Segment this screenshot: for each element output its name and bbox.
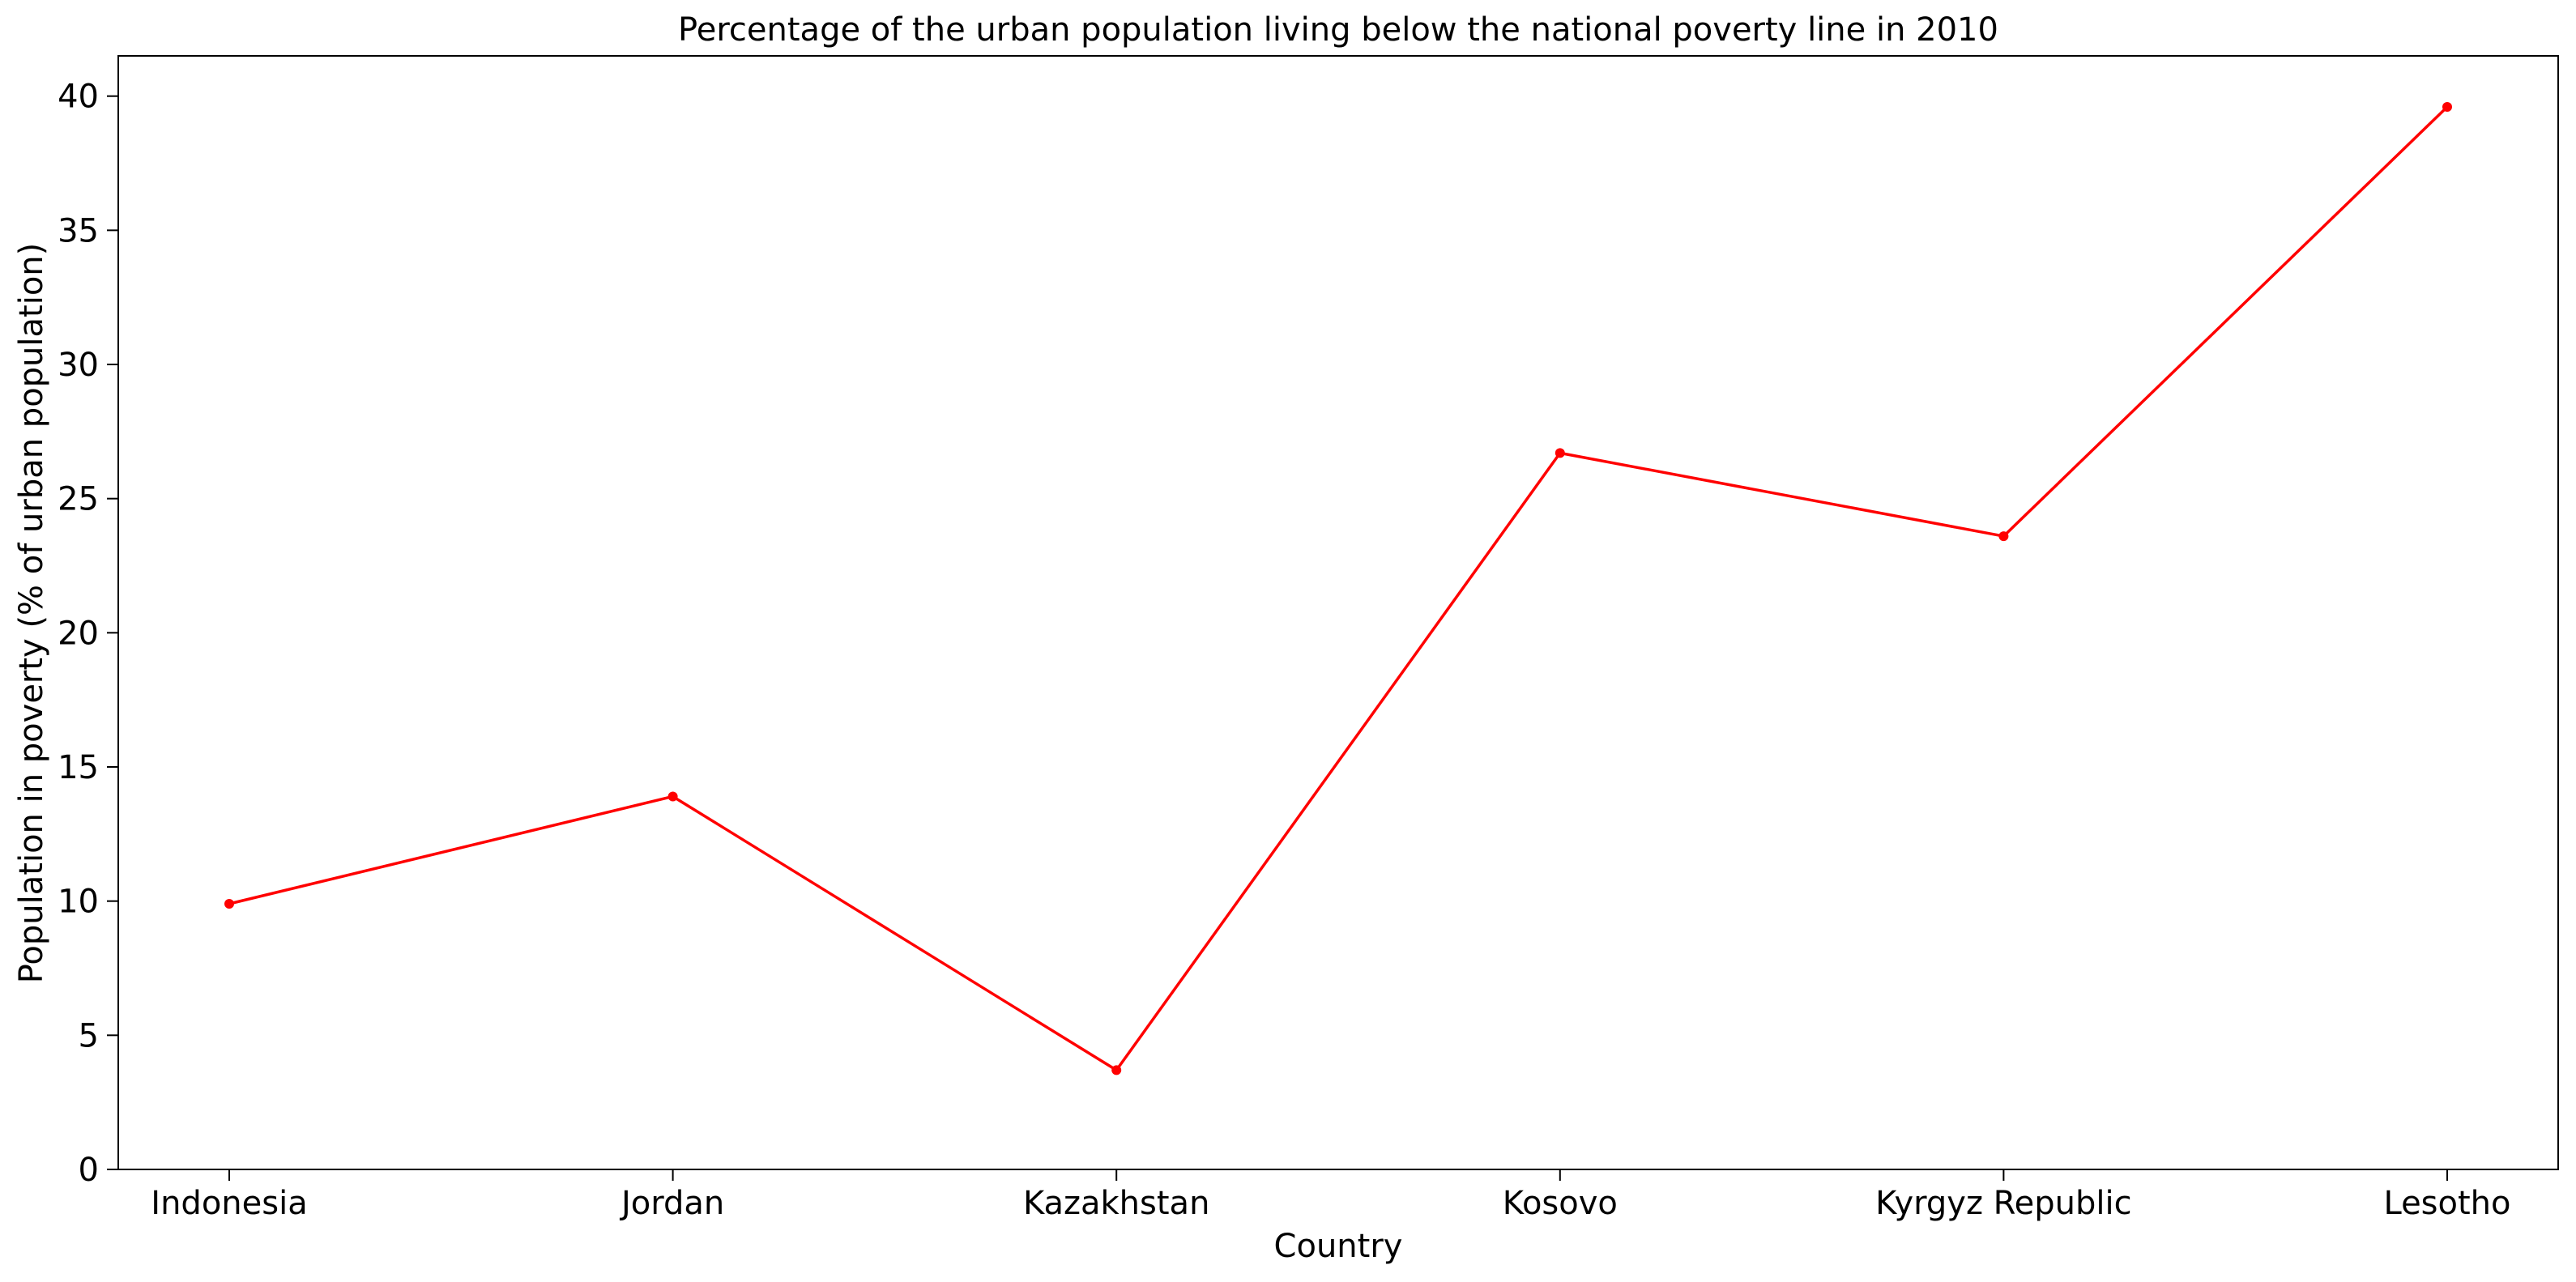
y-tick-label: 5: [79, 1017, 99, 1054]
y-tick-label: 10: [58, 884, 99, 921]
x-tick-label: Kazakhstan: [1023, 1185, 1209, 1222]
y-tick-label: 25: [58, 481, 99, 518]
y-axis-label: Population in poverty (% of urban popula…: [13, 243, 50, 984]
y-tick-label: 0: [79, 1152, 99, 1189]
x-tick-label: Lesotho: [2383, 1185, 2510, 1222]
chart-title: Percentage of the urban population livin…: [678, 11, 1998, 49]
x-tick-label: Jordan: [619, 1185, 724, 1222]
data-point-lesotho: [2442, 101, 2452, 112]
x-axis-label: Country: [1274, 1228, 1403, 1265]
data-points: [224, 101, 2452, 1075]
y-tick-label: 40: [58, 79, 99, 116]
x-tick-label: Indonesia: [151, 1185, 307, 1222]
plot-area-frame: [117, 55, 2559, 1170]
y-tick-label: 20: [58, 615, 99, 652]
data-point-kyrgyz-republic: [1998, 531, 2009, 542]
y-tick-label: 15: [58, 749, 99, 786]
x-tick-label: Kyrgyz Republic: [1875, 1185, 2131, 1222]
x-tick-label: Kosovo: [1503, 1185, 1618, 1222]
data-point-indonesia: [224, 898, 234, 909]
data-point-jordan: [667, 791, 678, 802]
series-line: [228, 105, 2449, 1072]
y-tick-label: 30: [58, 347, 99, 384]
y-tick-label: 35: [58, 212, 99, 249]
x-axis-ticks: Indonesia Jordan Kazakhstan Kosovo Kyrgyz Re…: [151, 1169, 2511, 1222]
y-axis-ticks: 0 5 10 15 20 25 30 35 40: [58, 79, 118, 1189]
data-point-kosovo: [1555, 448, 1565, 458]
data-point-kazakhstan: [1111, 1065, 1122, 1075]
